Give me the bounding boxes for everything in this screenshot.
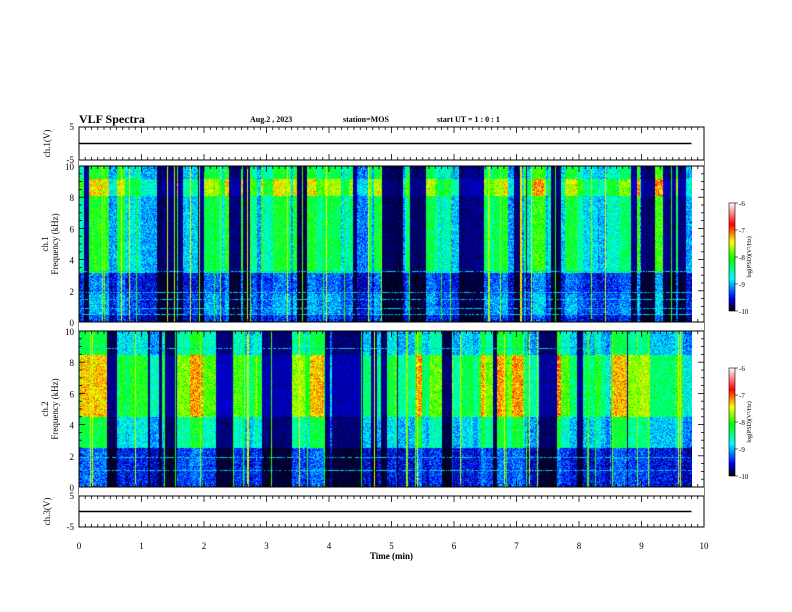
ch3-voltage-ytick-label: 5 xyxy=(70,491,75,501)
ch1-spectrogram-heatmap xyxy=(79,166,692,322)
ch1-spectrogram-ytick-label: 6 xyxy=(70,224,75,234)
ch1-spectrogram-colorbar-tick-label: -6 xyxy=(739,200,745,208)
ch2-spectrogram-colorbar-tick-label: -9 xyxy=(739,446,745,454)
ch1-spectrogram-colorbar xyxy=(728,202,736,312)
ch1-spectrogram-colorbar-tick-label: -10 xyxy=(739,308,749,316)
ch1-spectrogram-ytick-label: 4 xyxy=(70,256,75,266)
figure-title: VLF Spectra xyxy=(79,112,145,126)
ch1-spectrogram-ytick-label: 2 xyxy=(70,287,75,297)
x-tick-label: 9 xyxy=(639,541,644,551)
date-label: Aug.2 , 2023 xyxy=(250,115,293,124)
ch1-voltage-ytick-label: 5 xyxy=(70,122,75,132)
ch1-voltage-ytick-label: -5 xyxy=(67,155,75,165)
ch1-spectrogram-colorbar-tick-label: -8 xyxy=(739,254,745,262)
ch2-spectrogram-colorbar xyxy=(728,367,736,477)
ch2-spectrogram-ytick-label: 4 xyxy=(70,421,75,431)
x-tick-label: 5 xyxy=(389,541,394,551)
x-tick-label: 7 xyxy=(514,541,519,551)
x-tick-label: 6 xyxy=(452,541,457,551)
ch2-spectrogram-colorbar-tick-label: -6 xyxy=(739,365,745,373)
ch3-voltage-ylabel: ch.3(V) xyxy=(42,498,52,526)
x-tick-label: 1 xyxy=(139,541,144,551)
x-tick-label: 0 xyxy=(77,541,82,551)
x-axis-label: Time (min) xyxy=(370,551,413,561)
ch1-spectrogram-colorbar-tick-label: -9 xyxy=(739,281,745,289)
x-tick-label: 3 xyxy=(264,541,269,551)
ch2-spectrogram-ytick-label: 6 xyxy=(70,389,75,399)
ch1-spectrogram-colorbar-label: log(PSD)(V²/Hz) xyxy=(746,236,753,277)
ch2-spectrogram-ytick-label: 8 xyxy=(70,358,75,368)
ch1-spectrogram-colorbar-tick-label: -7 xyxy=(739,227,745,235)
start-ut-label: start UT = 1 : 0 : 1 xyxy=(437,115,500,124)
x-tick-label: 8 xyxy=(577,541,582,551)
ch1-voltage-ylabel: ch.1(V) xyxy=(42,130,52,158)
ch2-spectrogram-ytick-label: 10 xyxy=(65,327,75,337)
ch1-spectrogram-ylabel-frequency: Frequency (kHz) xyxy=(50,213,60,274)
ch2-spectrogram-colorbar-label: log(PSD)(V²/Hz) xyxy=(746,401,753,442)
ch1-spectrogram-ytick-label: 10 xyxy=(65,162,75,172)
station-label: station=MOS xyxy=(343,115,389,124)
ch2-spectrogram-colorbar-tick-label: -8 xyxy=(739,419,745,427)
ch2-spectrogram-heatmap xyxy=(79,331,692,487)
x-tick-label: 4 xyxy=(327,541,332,551)
ch1-spectrogram-ylabel-channel: ch.1 xyxy=(40,236,50,251)
x-tick-label: 10 xyxy=(700,541,710,551)
ch2-spectrogram-ytick-label: 2 xyxy=(70,452,75,462)
ch3-voltage-ytick-label: -5 xyxy=(67,522,75,532)
x-tick-label: 2 xyxy=(202,541,207,551)
ch2-spectrogram-colorbar-tick-label: -10 xyxy=(739,473,749,481)
ch2-spectrogram-colorbar-tick-label: -7 xyxy=(739,392,745,400)
ch1-spectrogram-ytick-label: 0 xyxy=(70,318,75,328)
ch2-spectrogram-ytick-label: 0 xyxy=(70,483,75,493)
ch2-spectrogram-ylabel-frequency: Frequency (kHz) xyxy=(50,378,60,439)
ch1-spectrogram-ytick-label: 8 xyxy=(70,193,75,203)
ch2-spectrogram-ylabel-channel: ch.2 xyxy=(40,401,50,416)
